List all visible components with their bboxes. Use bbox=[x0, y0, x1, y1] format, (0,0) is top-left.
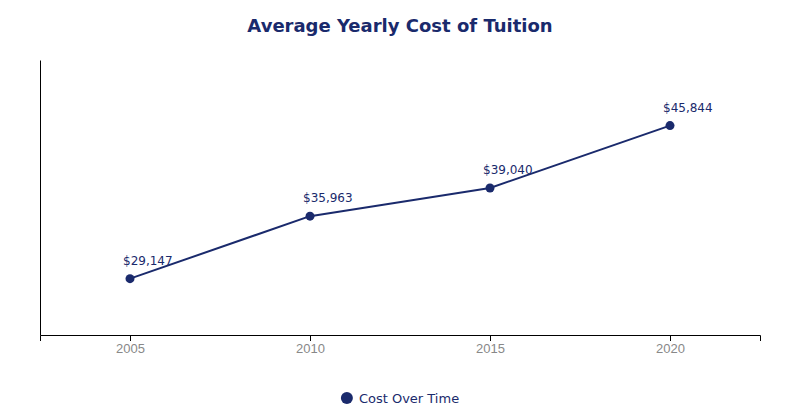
point bbox=[486, 183, 495, 192]
x-tick-mark bbox=[310, 335, 311, 341]
x-tick: 2010 bbox=[296, 335, 325, 356]
line bbox=[130, 126, 670, 279]
title: Average Yearly Cost of Tuition bbox=[247, 15, 552, 36]
chart: 2005 2010 2015 2020 $29,147 $35,963 $39,040 $45… bbox=[0, 0, 800, 420]
x-tick: 2020 bbox=[656, 335, 685, 356]
data-label: $29,147 bbox=[123, 254, 173, 268]
x-tick: 2005 bbox=[116, 335, 145, 356]
x-tick-mark bbox=[490, 335, 491, 341]
legend: Cost Over Time bbox=[341, 391, 459, 406]
x-tick-mark bbox=[130, 335, 131, 341]
x-tick-label: 2005 bbox=[116, 341, 145, 356]
x-tick: 2015 bbox=[476, 335, 505, 356]
legend-swatch bbox=[341, 392, 353, 404]
x-axis-line bbox=[41, 336, 761, 342]
data-labels: $29,147 $35,963 $39,040 $45,844 bbox=[123, 101, 713, 268]
point bbox=[666, 121, 675, 130]
x-tick-mark bbox=[670, 335, 671, 341]
data-label: $45,844 bbox=[663, 101, 713, 115]
legend-item: Cost Over Time bbox=[341, 391, 459, 406]
data-label: $39,040 bbox=[483, 163, 533, 177]
point bbox=[306, 212, 315, 221]
data-label: $35,963 bbox=[303, 191, 353, 205]
y-axis-line bbox=[40, 61, 41, 336]
marks bbox=[126, 121, 675, 283]
legend-label: Cost Over Time bbox=[359, 391, 459, 406]
x-tick-label: 2015 bbox=[476, 341, 505, 356]
x-tick-label: 2020 bbox=[656, 341, 685, 356]
y-axis bbox=[40, 61, 41, 336]
x-tick-label: 2010 bbox=[296, 341, 325, 356]
point bbox=[126, 274, 135, 283]
plot-area: 2005 2010 2015 2020 $29,147 $35,963 $39,040 $45… bbox=[41, 61, 761, 357]
x-axis: 2005 2010 2015 2020 bbox=[41, 335, 761, 356]
